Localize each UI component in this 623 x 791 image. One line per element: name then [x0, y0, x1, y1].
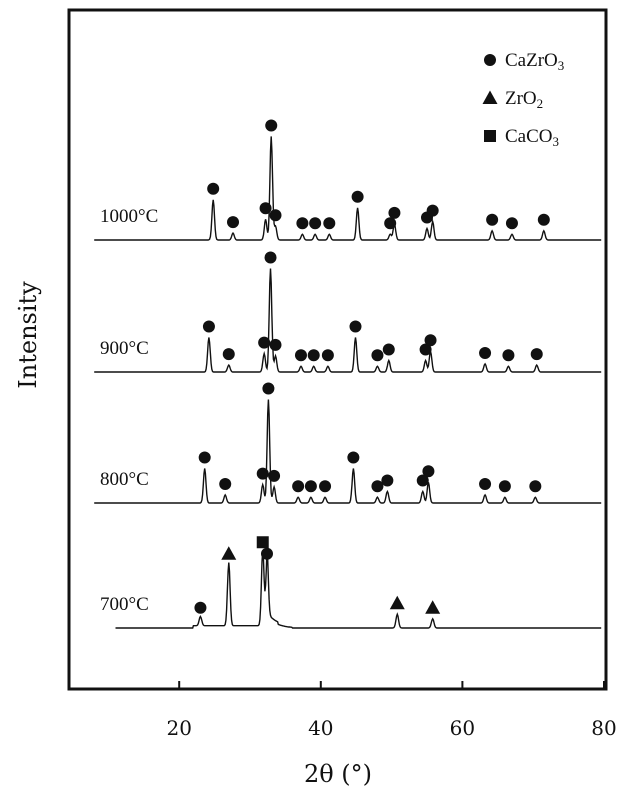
circle-marker: [323, 217, 336, 230]
circle-marker: [479, 477, 492, 490]
circle-marker: [382, 343, 395, 356]
circle-marker: [264, 251, 277, 264]
legend: CaZrO3 ZrO2 CaCO3: [482, 50, 564, 149]
circle-marker: [269, 209, 282, 222]
circle-marker: [304, 480, 317, 493]
pattern-curve: [115, 548, 602, 629]
curve-label: 800°C: [100, 469, 149, 490]
circle-marker: [426, 204, 439, 217]
circle-marker: [294, 349, 307, 362]
circle-marker: [258, 336, 271, 349]
circle-marker: [202, 320, 215, 333]
circle-marker: [498, 480, 511, 493]
circle-marker: [416, 474, 429, 487]
curve-labels: 1000°C 900°C 800°C 700°C: [100, 206, 158, 615]
circle-marker: [349, 320, 362, 333]
circle-marker: [194, 601, 207, 614]
circle-marker: [292, 480, 305, 493]
circle-marker: [198, 451, 211, 464]
triangle-legend-marker: [482, 90, 498, 104]
circle-marker: [268, 469, 281, 482]
triangle-marker: [425, 600, 441, 614]
square-marker: [256, 536, 269, 549]
x-tick-label: 80: [591, 716, 616, 740]
circle-marker: [479, 346, 492, 359]
circle-marker: [371, 349, 384, 362]
circle-marker: [388, 206, 401, 219]
legend-label: ZrO2: [505, 88, 543, 111]
y-axis-title: Intensity: [14, 281, 42, 389]
x-tick-label: 20: [166, 716, 191, 740]
square-legend-marker: [484, 130, 496, 142]
circle-marker: [486, 213, 499, 226]
x-tick-label: 60: [450, 716, 475, 740]
x-axis-title: 2θ (°): [304, 760, 372, 788]
x-axis-ticks: 20 40 60 80: [166, 681, 617, 740]
circle-marker: [505, 217, 518, 230]
circle-marker: [219, 477, 232, 490]
plot-frame: [67, 8, 608, 691]
triangle-marker: [221, 546, 237, 560]
circle-marker: [269, 338, 282, 351]
circle-marker: [422, 465, 435, 478]
phase-markers: [194, 119, 550, 614]
circle-marker: [309, 217, 322, 230]
circle-marker: [262, 382, 275, 395]
circle-marker: [296, 217, 309, 230]
circle-marker: [419, 343, 432, 356]
circle-marker: [256, 467, 269, 480]
circle-marker: [530, 348, 543, 361]
circle-marker: [347, 451, 360, 464]
pattern-curve: [94, 268, 602, 373]
circle-marker: [371, 480, 384, 493]
curve-label: 1000°C: [100, 206, 158, 227]
legend-label: CaCO3: [505, 126, 559, 149]
circle-marker: [319, 480, 332, 493]
circle-marker: [502, 349, 515, 362]
circle-marker: [259, 202, 272, 215]
circle-marker: [260, 547, 273, 560]
circle-marker: [222, 348, 235, 361]
circle-marker: [384, 217, 397, 230]
circle-marker: [227, 216, 240, 229]
x-tick-label: 40: [308, 716, 333, 740]
circle-marker: [351, 190, 364, 203]
triangle-marker: [389, 595, 405, 610]
circle-marker: [537, 213, 550, 226]
circle-marker: [307, 349, 320, 362]
circle-marker: [529, 480, 542, 493]
circle-legend-marker: [484, 54, 496, 66]
circle-marker: [424, 334, 437, 347]
curves: [94, 136, 602, 629]
curve-label: 900°C: [100, 338, 149, 359]
legend-label: CaZrO3: [505, 50, 564, 73]
curve-label: 700°C: [100, 594, 149, 615]
pattern-curve: [94, 136, 602, 241]
circle-marker: [207, 182, 220, 195]
pattern-curve: [94, 399, 602, 504]
circle-marker: [321, 349, 334, 362]
circle-marker: [381, 474, 394, 487]
circle-marker: [265, 119, 278, 132]
